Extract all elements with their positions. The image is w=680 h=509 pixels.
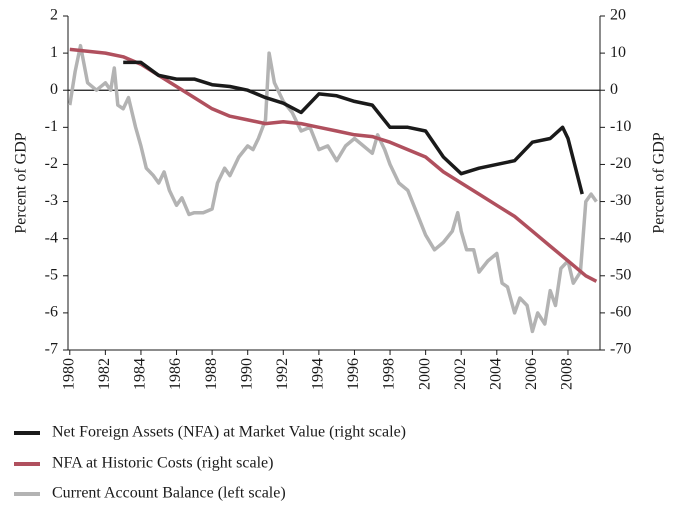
x-tick-label: 1992 (274, 358, 291, 390)
y2-tick-label: -60 (610, 304, 631, 321)
x-tick-label: 1986 (167, 358, 184, 390)
series-line (68, 43, 598, 334)
y2-tick-label: 0 (610, 81, 618, 98)
y-tick-label: 1 (50, 44, 58, 61)
x-tick-label: 1984 (132, 358, 149, 390)
x-tick-label: 2002 (452, 358, 469, 390)
y2-tick-label: -50 (610, 266, 631, 283)
y-tick-label: 0 (50, 81, 58, 98)
y2-tick-label: -30 (610, 192, 631, 209)
y-tick-label: -1 (45, 118, 58, 135)
legend-label: Net Foreign Assets (NFA) at Market Value… (52, 424, 406, 441)
y2-tick-label: 20 (610, 7, 626, 24)
y2-tick-label: -10 (610, 118, 631, 135)
series-line (69, 47, 598, 283)
legend-label: NFA at Historic Costs (right scale) (52, 455, 273, 472)
legend-label: Current Account Balance (left scale) (52, 485, 286, 502)
y-tick-label: -7 (45, 341, 58, 358)
y2-tick-label: -20 (610, 155, 631, 172)
x-tick-label: 1996 (345, 358, 362, 390)
y-tick-label: -6 (45, 304, 58, 321)
y2-tick-label: -40 (610, 229, 631, 246)
y-tick-label: 2 (50, 7, 58, 24)
y2-axis-title: Percent of GDP (651, 132, 668, 233)
series-line (123, 60, 584, 195)
x-tick-label: 1982 (96, 358, 113, 390)
x-tick-label: 1994 (310, 358, 327, 390)
x-tick-label: 2004 (487, 358, 504, 390)
y-tick-label: -4 (45, 229, 58, 246)
x-tick-label: 2000 (416, 358, 433, 390)
y2-tick-label: -70 (610, 341, 631, 358)
y-tick-label: -5 (45, 266, 58, 283)
x-tick-label: 2008 (559, 358, 576, 390)
x-tick-label: 2006 (523, 358, 540, 390)
y-tick-label: -3 (45, 192, 58, 209)
x-tick-label: 1990 (238, 358, 255, 390)
x-tick-label: 1988 (203, 358, 220, 390)
y-tick-label: -2 (45, 155, 58, 172)
y2-tick-label: 10 (610, 44, 626, 61)
x-tick-label: 1998 (381, 358, 398, 390)
x-tick-label: 1980 (60, 358, 77, 390)
y-axis-title: Percent of GDP (13, 132, 30, 233)
